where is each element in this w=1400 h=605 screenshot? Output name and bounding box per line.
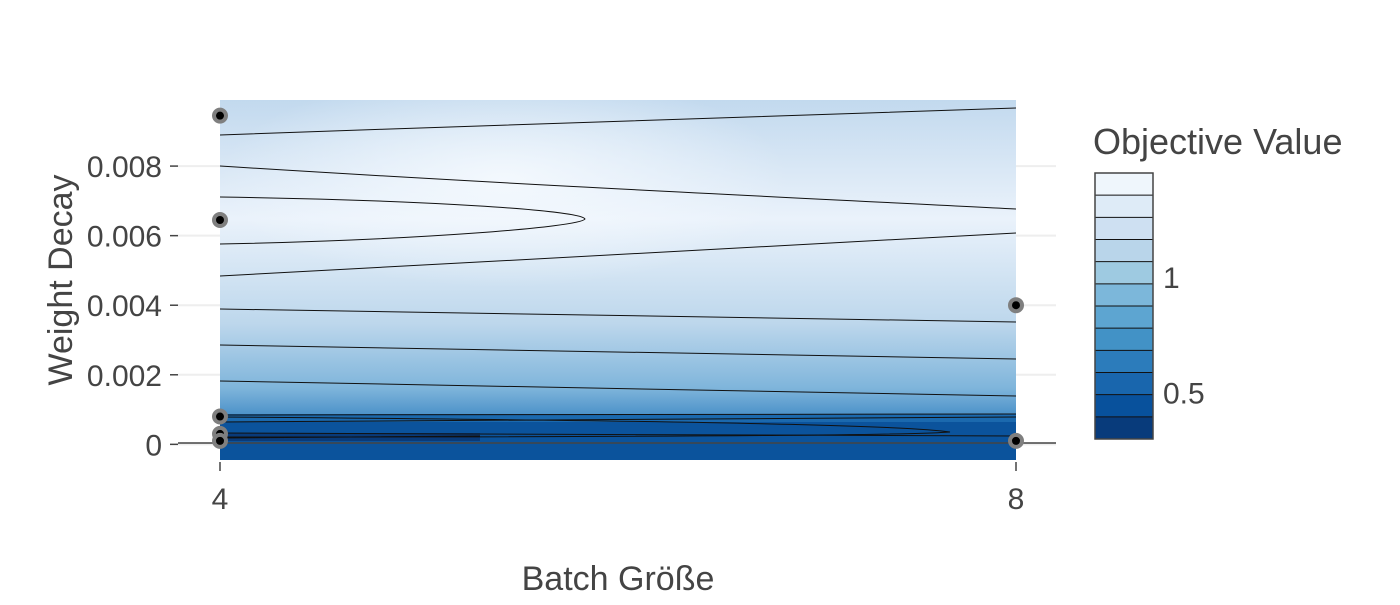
y-axis-ticks: 0 0.002 0.004 0.006 0.008 — [87, 151, 178, 462]
colorbar-tick-label: 1 — [1163, 262, 1180, 295]
contour-lines — [220, 107, 1016, 439]
x-axis-title: Batch Größe — [522, 560, 715, 598]
trial-point — [212, 408, 228, 425]
contour-line — [220, 413, 1016, 416]
colorbar-band — [1095, 283, 1153, 307]
trial-point — [212, 432, 228, 449]
x-tick-label: 8 — [1008, 483, 1025, 516]
colorbar-band — [1095, 372, 1153, 396]
y-tick-label: 0.004 — [87, 290, 162, 323]
colorbar-frame — [1094, 172, 1154, 440]
contour-line — [220, 344, 1016, 360]
colorbar-band — [1095, 195, 1153, 218]
y-tick-label: 0.006 — [87, 221, 162, 254]
contour-line — [220, 196, 586, 245]
contour-highlight — [220, 100, 1016, 340]
trial-point — [212, 107, 228, 124]
trial-point — [212, 212, 228, 228]
y-axis-title: Weight Decay — [42, 174, 80, 385]
colorbar: Objective Value 0.51 — [1093, 121, 1342, 440]
trial-points — [212, 107, 1024, 449]
contour-line — [220, 432, 1016, 437]
colorbar-band — [1095, 394, 1153, 418]
contour-line — [220, 107, 1016, 136]
colorbar-band — [1095, 261, 1153, 285]
colorbar-band — [1095, 217, 1153, 240]
colorbar-band — [1095, 350, 1153, 373]
colorbar-title: Objective Value — [1093, 121, 1342, 162]
y-tick-label: 0.008 — [87, 151, 162, 184]
colorbar-tick-label: 0.5 — [1163, 378, 1205, 411]
colorbar-band — [1095, 306, 1153, 329]
x-tick-label: 4 — [212, 483, 229, 516]
trial-point — [1008, 432, 1024, 449]
colorbar-band — [1095, 239, 1153, 263]
y-tick-label: 0 — [145, 429, 162, 462]
colorbar-band — [1095, 328, 1153, 351]
contour-line — [220, 165, 1016, 210]
y-tick-label: 0.002 — [87, 360, 162, 393]
contour-line — [220, 380, 1016, 397]
trial-point — [1008, 297, 1024, 314]
contour-line — [220, 435, 481, 439]
colorbar-bands — [1095, 173, 1153, 440]
colorbar-ticks: 0.51 — [1163, 262, 1205, 411]
colorbar-band — [1095, 416, 1153, 440]
colorbar-band — [1095, 173, 1153, 196]
contour-line — [220, 232, 1016, 277]
